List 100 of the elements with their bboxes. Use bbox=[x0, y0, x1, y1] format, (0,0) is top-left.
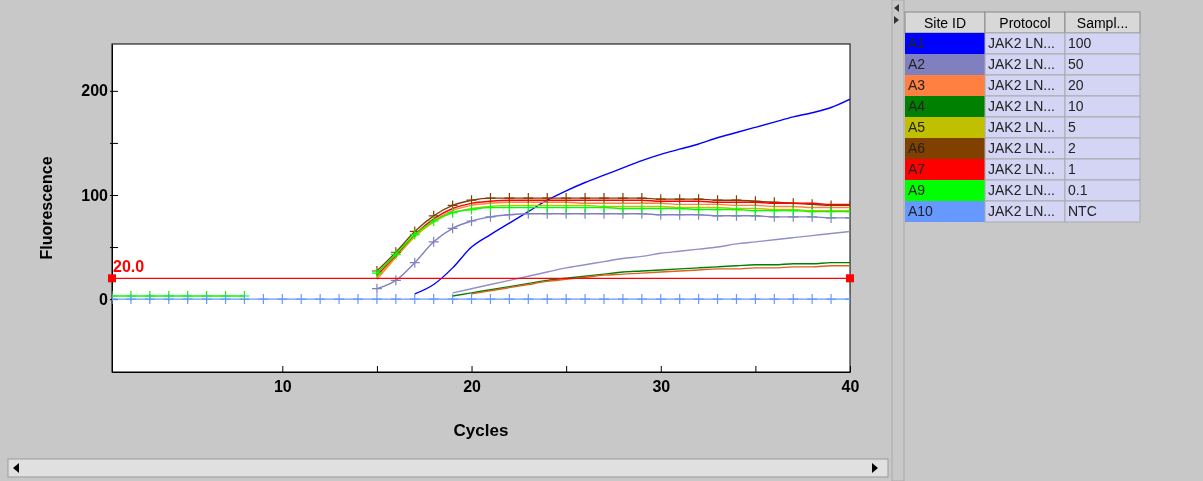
point bbox=[730, 293, 743, 305]
line-series bbox=[451, 261, 850, 297]
text: Site ID bbox=[923, 15, 967, 31]
point bbox=[768, 205, 780, 217]
text: 0.1 bbox=[1068, 182, 1088, 198]
point bbox=[390, 293, 402, 305]
text: A7 bbox=[908, 161, 926, 177]
point bbox=[503, 293, 515, 305]
text: A9 bbox=[908, 182, 926, 198]
point bbox=[711, 194, 724, 206]
text: JAK2 LN... bbox=[988, 182, 1055, 198]
point bbox=[730, 194, 743, 206]
point bbox=[503, 209, 515, 221]
point bbox=[560, 293, 572, 305]
text: JAK2 LN... bbox=[988, 98, 1055, 114]
text: 5 bbox=[1068, 119, 1076, 135]
y-tick-label: 100 bbox=[81, 186, 109, 204]
y-tick-label: 200 bbox=[81, 82, 109, 100]
point bbox=[636, 192, 648, 204]
point bbox=[447, 293, 459, 305]
text: JAK2 LN... bbox=[988, 119, 1055, 135]
point bbox=[693, 193, 705, 205]
point bbox=[465, 194, 478, 206]
text: A10 bbox=[908, 203, 934, 219]
text: Protocol bbox=[999, 15, 1051, 31]
y-axis-title: Fluorescence bbox=[38, 156, 55, 260]
point bbox=[825, 293, 837, 305]
point bbox=[484, 211, 497, 223]
point bbox=[674, 293, 686, 305]
text: 50 bbox=[1068, 56, 1084, 72]
point bbox=[579, 192, 591, 204]
point bbox=[428, 236, 440, 248]
point bbox=[768, 196, 780, 208]
text: A5 bbox=[908, 119, 926, 135]
point bbox=[465, 203, 478, 216]
point bbox=[447, 222, 459, 234]
point bbox=[560, 192, 572, 204]
point bbox=[711, 203, 724, 216]
point bbox=[465, 215, 478, 227]
point bbox=[295, 293, 307, 305]
point bbox=[598, 192, 610, 204]
point bbox=[655, 193, 667, 205]
text: NTC bbox=[1068, 203, 1097, 219]
point bbox=[598, 293, 610, 305]
text: 20 bbox=[1068, 77, 1084, 93]
point bbox=[749, 205, 761, 217]
x-tick-label: 20 bbox=[463, 378, 482, 396]
text: JAK2 LN... bbox=[988, 35, 1055, 51]
ref-line-label: 20.0 bbox=[113, 258, 145, 276]
text: JAK2 LN... bbox=[988, 56, 1055, 72]
point bbox=[749, 195, 761, 207]
point bbox=[541, 192, 553, 204]
point bbox=[333, 293, 345, 305]
text: 1 bbox=[1068, 161, 1076, 177]
point bbox=[352, 293, 364, 305]
text: JAK2 LN... bbox=[988, 77, 1055, 93]
text: 100 bbox=[1068, 35, 1092, 51]
point bbox=[711, 293, 724, 305]
point bbox=[390, 274, 402, 286]
text: JAK2 LN... bbox=[988, 203, 1055, 219]
point bbox=[787, 205, 799, 217]
text: A2 bbox=[908, 56, 926, 72]
point bbox=[522, 192, 534, 204]
point bbox=[428, 293, 440, 305]
point bbox=[749, 293, 761, 305]
point bbox=[276, 293, 288, 305]
point bbox=[768, 293, 780, 305]
point bbox=[447, 207, 459, 219]
point bbox=[636, 293, 648, 305]
text: JAK2 LN... bbox=[988, 161, 1055, 177]
point bbox=[693, 203, 705, 216]
point bbox=[655, 293, 667, 305]
x-axis-title: Cycles bbox=[453, 421, 509, 440]
point bbox=[428, 215, 440, 227]
x-tick-label: 40 bbox=[841, 378, 860, 396]
y-tick-label: 0 bbox=[99, 290, 109, 308]
point bbox=[503, 192, 515, 204]
text: 2 bbox=[1068, 140, 1076, 156]
text: Sampl... bbox=[1076, 15, 1129, 31]
point bbox=[371, 293, 383, 305]
point bbox=[541, 293, 553, 305]
point bbox=[409, 293, 421, 305]
x-tick-label: 10 bbox=[273, 378, 292, 396]
text: A3 bbox=[908, 77, 926, 93]
text: A6 bbox=[908, 140, 926, 156]
text: A1 bbox=[908, 35, 926, 51]
point bbox=[409, 257, 421, 269]
point bbox=[579, 293, 591, 305]
line-series bbox=[451, 230, 850, 294]
point bbox=[806, 293, 818, 305]
text: 10 bbox=[1068, 98, 1084, 114]
x-tick-label: 30 bbox=[652, 378, 671, 396]
line-series bbox=[414, 98, 850, 295]
point bbox=[806, 206, 818, 218]
point bbox=[617, 192, 629, 204]
point bbox=[674, 193, 686, 205]
point bbox=[371, 283, 383, 295]
text: JAK2 LN... bbox=[988, 140, 1055, 156]
point bbox=[314, 293, 326, 305]
point bbox=[787, 293, 799, 305]
